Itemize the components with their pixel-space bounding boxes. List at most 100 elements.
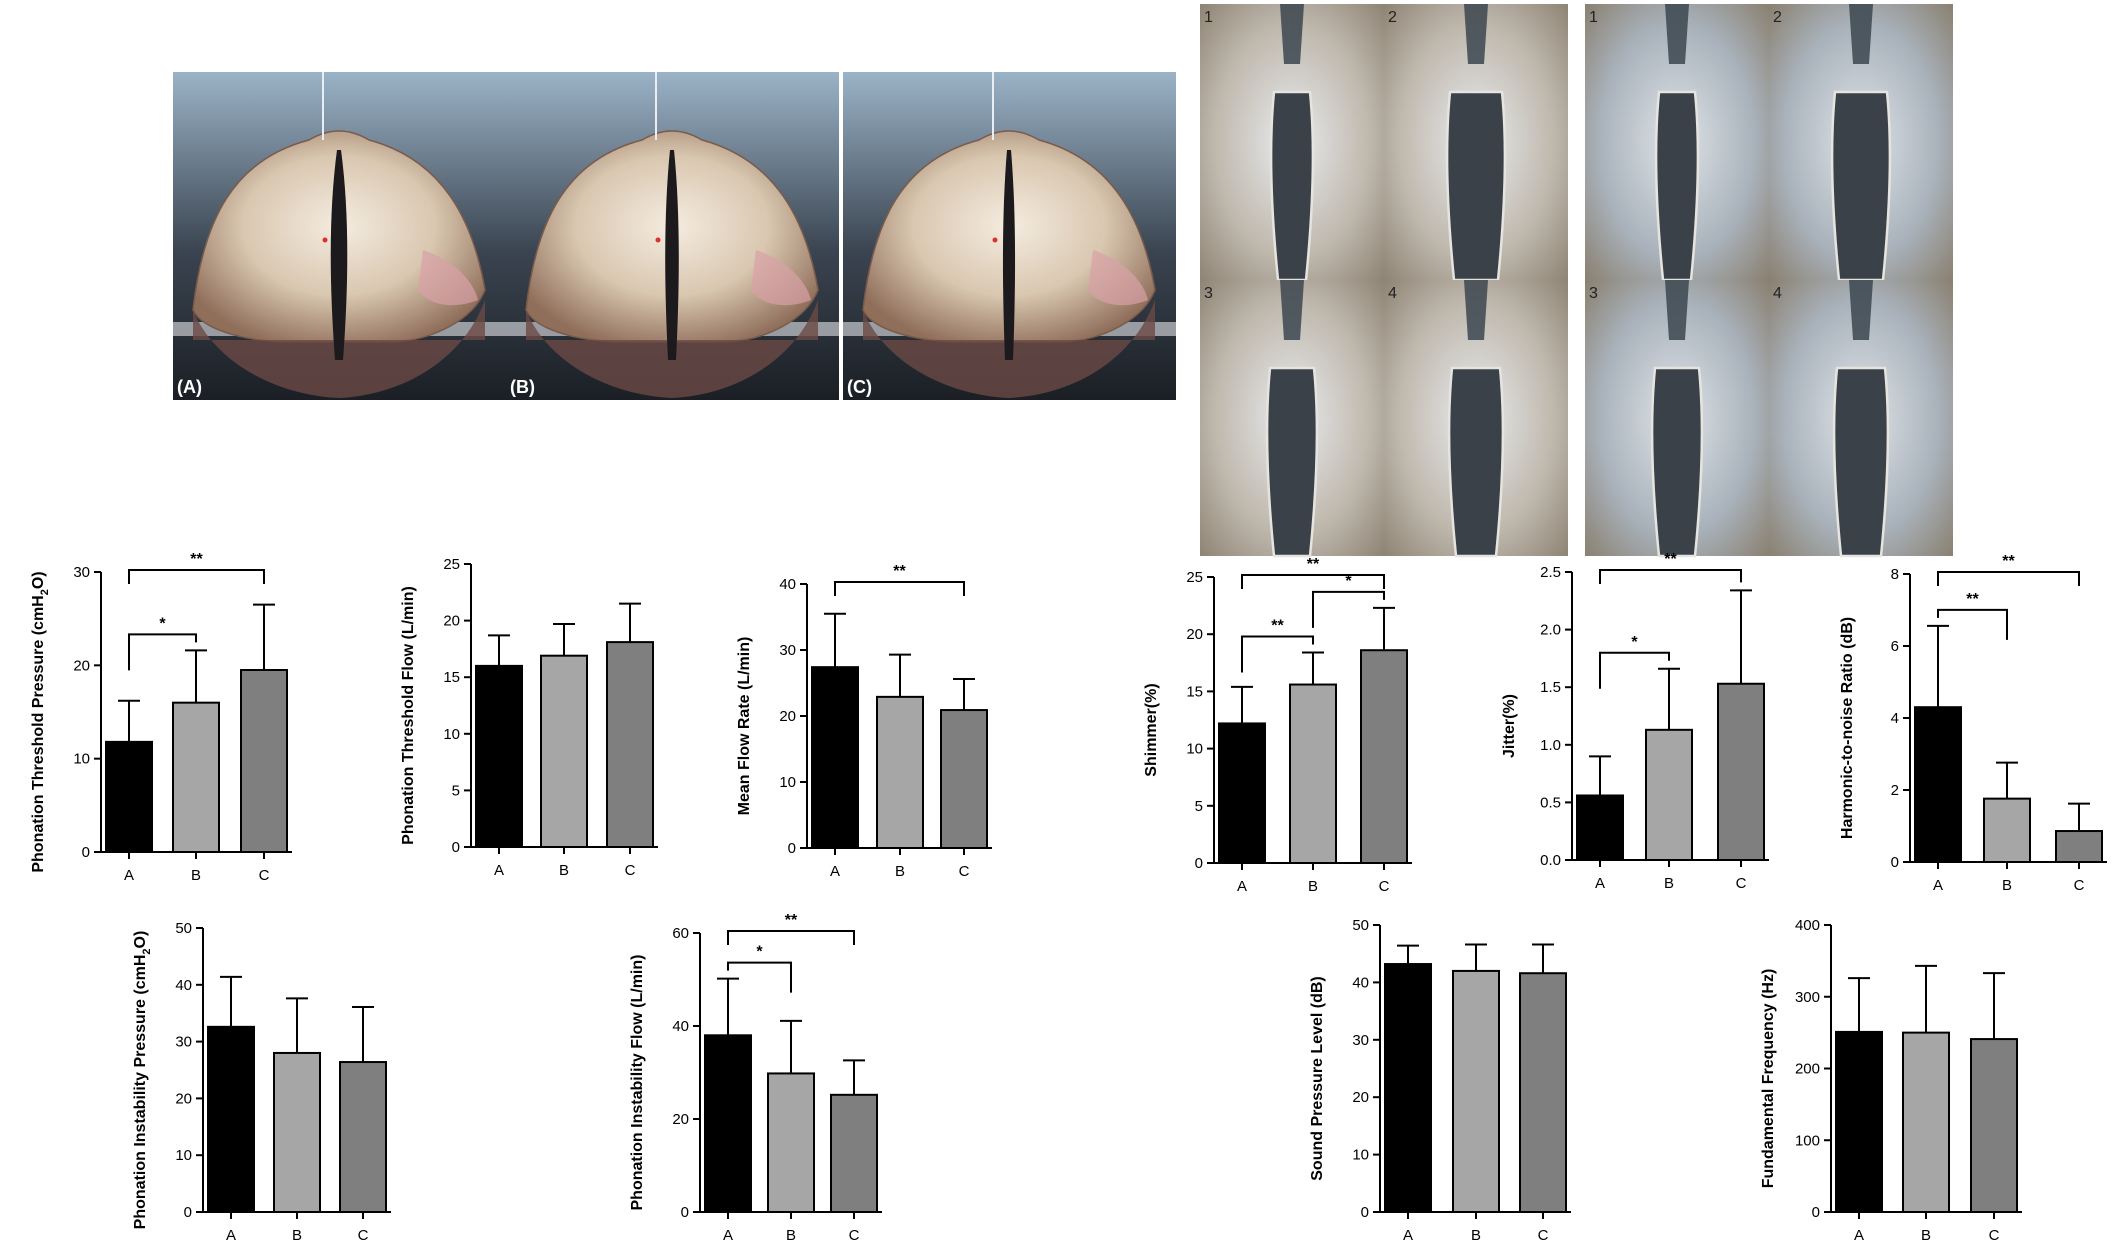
marker-star — [655, 237, 661, 243]
y-tick-label: 0 — [82, 844, 90, 861]
x-tick-label-A: A — [494, 862, 504, 879]
bar-B — [1645, 728, 1693, 861]
y-axis-label: Phonation Instability Flow (L/min) — [629, 955, 646, 1211]
y-tick-label: 10 — [443, 726, 460, 743]
significance-label: ** — [1664, 551, 1677, 568]
endoscopy-frame: 1 — [1585, 4, 1769, 282]
y-tick-label: 10 — [175, 1147, 192, 1164]
bar-C — [1970, 1038, 2018, 1214]
bar-A — [1384, 963, 1432, 1213]
photo-panel-label: (B) — [510, 377, 535, 397]
bar-C — [940, 709, 988, 849]
x-tick-label-A: A — [124, 867, 134, 884]
significance-label: ** — [1271, 618, 1284, 635]
bar-B — [1902, 1031, 1950, 1213]
y-tick-label: 20 — [1352, 1089, 1369, 1106]
endoscopy-frame: 1 — [1200, 4, 1384, 282]
bar-B — [1452, 969, 1500, 1213]
frame-number: 1 — [1589, 9, 1598, 26]
bar-C — [830, 1093, 878, 1213]
frame-number: 1 — [1204, 9, 1213, 26]
marker-star — [322, 237, 328, 243]
significance-label: ** — [1966, 591, 1979, 608]
glottis-outline — [1445, 90, 1507, 282]
x-tick-label-B: B — [1471, 1227, 1481, 1244]
significance-label: ** — [190, 551, 203, 568]
significance-label: ** — [2002, 553, 2015, 570]
y-tick-label: 20 — [779, 708, 796, 725]
y-tick-label: 25 — [443, 556, 460, 573]
significance-bracket: ** — [1241, 556, 1385, 589]
significance-label: * — [159, 615, 166, 632]
bar-A — [207, 1025, 255, 1214]
y-tick-label: 30 — [175, 1034, 192, 1051]
y-axis-label: Phonation Threshold Flow (L/min) — [400, 586, 417, 845]
x-tick-label-B: B — [559, 862, 569, 879]
marker-star — [992, 237, 998, 243]
y-tick-label: 8 — [1891, 566, 1899, 583]
larynx-photo-2: (B) — [506, 72, 839, 400]
bar-B — [1983, 797, 2031, 864]
bar-chart-1: 0 10 20 30 Phonation Threshold Pressure (cmH… — [30, 551, 292, 884]
glottis-outline — [1832, 366, 1890, 558]
y-axis-label: Phonation Threshold Pressure (cmH2O) — [30, 571, 51, 872]
y-tick-label: 50 — [1352, 917, 1369, 934]
y-tick-label: 0.0 — [1540, 852, 1561, 869]
bar-B — [876, 695, 924, 849]
bar-chart-7: 0 10 20 30 40 50 Phonation Instability Pressur… — [132, 920, 391, 1244]
significance-bracket: ** — [1599, 551, 1742, 584]
bar-B — [540, 654, 588, 849]
bar-A — [1218, 722, 1266, 864]
y-tick-label: 0 — [1195, 855, 1203, 872]
bar-C — [240, 669, 288, 853]
endoscopy-frame: 4 — [1384, 280, 1568, 558]
y-axis-label: Harmonic-to-noise Ratio (dB) — [1839, 617, 1856, 839]
y-tick-label: 15 — [1186, 683, 1203, 700]
significance-bracket: * — [1312, 573, 1385, 628]
y-tick-label: 200 — [1795, 1061, 1820, 1078]
y-tick-label: 60 — [672, 925, 689, 942]
y-axis-label: Sound Pressure Level (dB) — [1309, 976, 1326, 1181]
significance-bracket: * — [1599, 634, 1670, 689]
frame-number: 3 — [1204, 285, 1213, 302]
y-axis-label: Mean Flow Rate (L/min) — [736, 637, 753, 816]
photo-panel-label: (C) — [847, 377, 872, 397]
significance-bracket: ** — [1937, 553, 2080, 586]
significance-label: * — [1345, 573, 1352, 590]
x-tick-label-B: B — [292, 1227, 302, 1244]
endoscopy-frame: 3 — [1200, 280, 1384, 558]
photo-panel-label: (A) — [177, 377, 202, 397]
x-tick-label-B: B — [2002, 877, 2012, 894]
y-axis-label: Jitter(%) — [1501, 694, 1518, 758]
y-tick-label: 2 — [1891, 782, 1899, 799]
y-tick-label: 4 — [1891, 710, 1899, 727]
glottis-outline — [1650, 366, 1704, 558]
bar-B — [1289, 683, 1337, 865]
bar-C — [606, 641, 654, 848]
y-tick-label: 50 — [175, 920, 192, 937]
frame-number: 3 — [1589, 285, 1598, 302]
x-tick-label-C: C — [959, 863, 970, 880]
x-tick-label-B: B — [1921, 1227, 1931, 1244]
x-tick-label-A: A — [1237, 878, 1247, 895]
y-tick-label: 5 — [1195, 798, 1203, 815]
y-tick-label: 0 — [184, 1204, 192, 1221]
significance-label: * — [756, 944, 763, 961]
y-tick-label: 2.5 — [1540, 564, 1561, 581]
y-tick-label: 1.0 — [1540, 737, 1561, 754]
glottis-outline — [1265, 366, 1319, 558]
significance-bracket: ** — [1937, 591, 2008, 640]
larynx-photo-1: (A) — [173, 72, 506, 400]
bar-C — [2055, 830, 2103, 863]
bar-chart-10: 0 100 200 300 400 Fundamental Frequency (Hz) A… — [1760, 917, 2022, 1244]
y-tick-label: 0 — [1361, 1204, 1369, 1221]
y-tick-label: 10 — [779, 774, 796, 791]
glottis-outline — [1654, 90, 1700, 282]
significance-bracket: * — [128, 615, 197, 671]
y-tick-label: 30 — [73, 564, 90, 581]
y-tick-label: 40 — [672, 1018, 689, 1035]
bar-B — [767, 1072, 815, 1214]
bar-A — [1835, 1030, 1883, 1213]
x-tick-label-A: A — [1933, 877, 1943, 894]
